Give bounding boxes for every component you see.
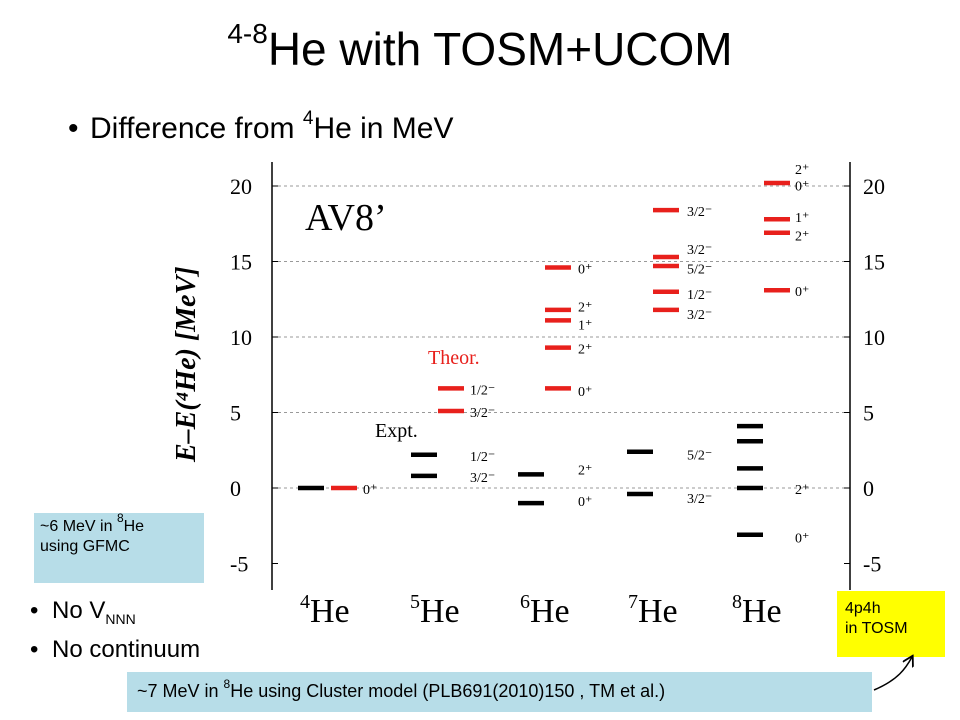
level-jp-label: 3/2⁻ — [687, 308, 712, 323]
nucleus-symbol: He — [530, 593, 570, 630]
y-tick-label-right: 5 — [863, 401, 874, 426]
y-tick-label-right: -5 — [863, 552, 881, 577]
level-jp-label: 0⁺ — [578, 263, 592, 278]
level-jp-label: 1/2⁻ — [470, 450, 495, 465]
nucleus-label: 8He — [732, 591, 782, 630]
level-jp-label: 3/2⁻ — [470, 471, 495, 486]
level-jp-label: 0⁺ — [795, 531, 809, 546]
y-tick-label-left: 5 — [230, 401, 241, 426]
y-tick-label-right: 15 — [863, 250, 885, 275]
nucleus-mass: 4 — [300, 591, 310, 613]
bullet-no-continuum: • No continuum — [30, 636, 200, 664]
note-gfmc-superscript: 8 — [116, 511, 124, 525]
note-gfmc: ~6 MeV in 8He using GFMC — [34, 511, 204, 583]
level-jp-label: 0⁺ — [363, 483, 377, 498]
nucleus-symbol: He — [742, 593, 782, 630]
nucleus-label: 7He — [628, 591, 678, 630]
level-jp-label: 0⁺ — [795, 285, 809, 300]
level-jp-label: 1⁺ — [578, 318, 592, 333]
y-axis-label: E–E(⁴He) [MeV] — [171, 266, 202, 463]
y-tick-label-right: 10 — [863, 325, 885, 350]
nucleus-mass: 8 — [732, 591, 742, 613]
level-jp-label: 2⁺ — [578, 463, 592, 478]
note-tosm-line1: 4p4h — [845, 600, 881, 617]
title-mass-superscript: 4-8 — [227, 18, 268, 49]
nucleus-mass: 7 — [628, 591, 638, 613]
level-jp-label: 2⁺ — [795, 483, 809, 498]
note-gfmc-text: ~6 MeV in — [40, 518, 117, 535]
nucleus-symbol: He — [420, 593, 460, 630]
note-gfmc-suffix: He — [123, 518, 145, 535]
nucleus-label: 6He — [520, 591, 570, 630]
nucleus-label: 5He — [410, 591, 460, 630]
y-tick-label-left: 15 — [230, 250, 252, 275]
level-jp-label: 1⁺ — [795, 211, 809, 226]
bullet-dot: • — [68, 112, 79, 145]
nucleus-symbol: He — [310, 593, 350, 630]
y-tick-label-left: 0 — [230, 476, 241, 501]
bullet-text: Difference from — [90, 112, 303, 145]
level-jp-label: 2⁺ — [578, 300, 592, 315]
note-cluster-suffix: He using Cluster model (PLB691(2010)150 … — [230, 681, 666, 701]
note-tosm-line2: in TOSM — [845, 620, 908, 637]
title-text: He with TOSM+UCOM — [267, 23, 733, 75]
y-tick-label-left: 10 — [230, 325, 252, 350]
level-jp-label: 0⁺ — [795, 179, 809, 194]
level-jp-label: 1/2⁻ — [470, 383, 495, 398]
legend-expt: Expt. — [375, 420, 418, 442]
level-jp-label: 3/2⁻ — [470, 406, 495, 421]
nucleus-mass: 5 — [410, 591, 420, 613]
nucleus-label: 4He — [300, 591, 350, 630]
bullet-text-suffix: He in MeV — [313, 112, 454, 145]
nucleus-mass: 6 — [520, 591, 530, 613]
note-cluster-text: ~7 MeV in — [137, 681, 224, 701]
bullet-dot: • — [30, 597, 39, 624]
level-jp-label: 2⁺ — [795, 229, 809, 244]
level-jp-label: 5/2⁻ — [687, 263, 712, 278]
chart-title: AV8’ — [305, 197, 387, 239]
bullet-difference: • Difference from 4He in MeV — [68, 109, 454, 146]
bullet-dot: • — [30, 636, 39, 663]
level-jp-label: 3/2⁻ — [687, 243, 712, 258]
legend-theor: Theor. — [428, 347, 480, 369]
nucleus-symbol: He — [638, 593, 678, 630]
y-tick-label-right: 20 — [863, 174, 885, 199]
level-jp-label: 0⁺ — [578, 385, 592, 400]
note-tosm: 4p4h in TOSM — [837, 591, 945, 657]
note-gfmc-line2: using GFMC — [40, 538, 130, 555]
note-cluster: ~7 MeV in 8He using Cluster model (PLB69… — [127, 672, 872, 712]
y-tick-label-left: 20 — [230, 174, 252, 199]
y-tick-label-left: -5 — [230, 552, 248, 577]
bullet-subscript: NNN — [105, 610, 136, 627]
level-jp-label: 5/2⁻ — [687, 448, 712, 463]
level-jp-label: 2⁺ — [578, 343, 592, 358]
level-jp-label: 0⁺ — [578, 495, 592, 510]
bullet-superscript: 4 — [302, 108, 314, 129]
level-jp-label: 1/2⁻ — [687, 288, 712, 303]
bullet-no-vnnn: • No VNNN — [30, 597, 136, 627]
level-jp-label: 3/2⁻ — [687, 205, 712, 220]
level-jp-label: 3/2⁻ — [687, 492, 712, 507]
bullet-text: No continuum — [52, 636, 201, 663]
y-tick-label-right: 0 — [863, 476, 874, 501]
note-cluster-superscript: 8 — [223, 677, 231, 691]
bullet-text: No V — [52, 597, 106, 624]
level-jp-label: 2⁺ — [795, 163, 809, 178]
slide-title: 4-8He with TOSM+UCOM — [0, 18, 960, 76]
